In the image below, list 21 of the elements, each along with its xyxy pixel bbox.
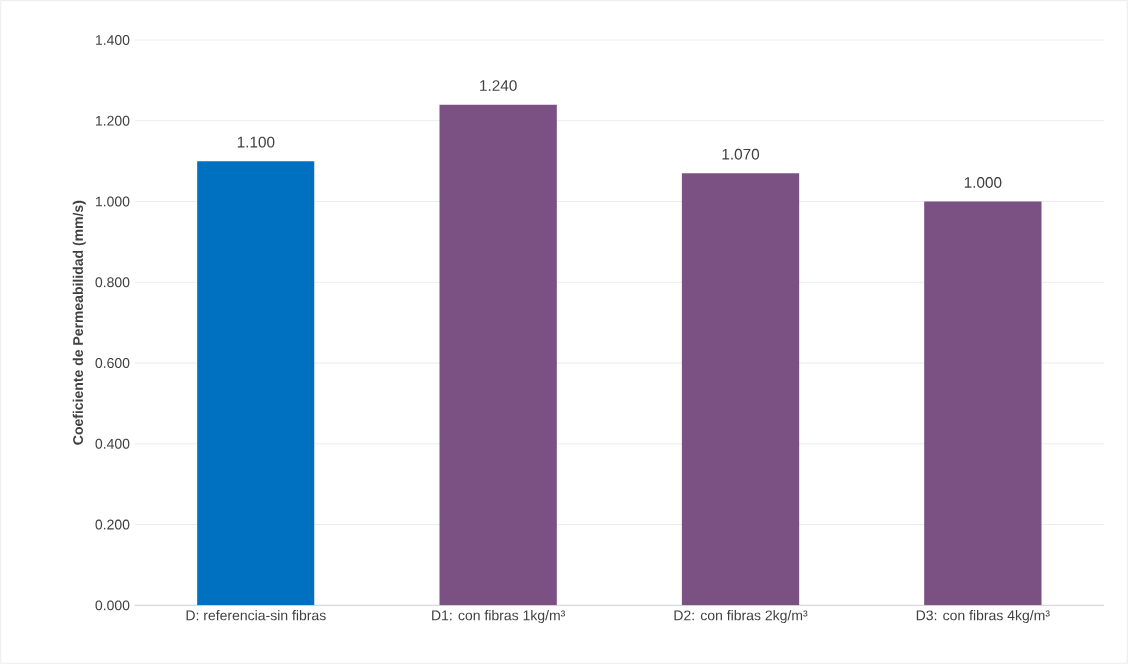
y-axis-title: Coeficiente de Permeabilidad (mm/s) <box>72 200 86 445</box>
data-label: 1.070 <box>722 148 760 160</box>
y-tick-label: 1.400 <box>95 35 130 45</box>
y-tick-label: 0.000 <box>95 600 130 611</box>
y-tick-label: 0.200 <box>95 519 130 530</box>
x-tick-label: D3: con fibras 4kg/m³ <box>916 610 1050 624</box>
y-tick-label: 0.400 <box>95 438 130 449</box>
data-label: 1.240 <box>480 80 517 91</box>
y-tick-label: 0.800 <box>95 277 130 288</box>
x-tick-label: D1: con fibras 1kg/m³ <box>432 610 566 624</box>
bar <box>197 161 315 606</box>
data-label: 1.000 <box>964 177 1002 188</box>
bar <box>681 173 800 606</box>
data-label: 1.100 <box>237 136 275 148</box>
x-tick-label: D2: con fibras 2kg/m³ <box>674 610 808 624</box>
y-tick-label: 1.200 <box>95 115 130 126</box>
y-tick-label: 0.600 <box>95 358 130 369</box>
bar <box>439 104 557 606</box>
bar <box>924 201 1042 606</box>
y-tick-label: 1.000 <box>95 196 130 207</box>
x-tick-label: D: referencia-sin fibras <box>186 610 326 621</box>
